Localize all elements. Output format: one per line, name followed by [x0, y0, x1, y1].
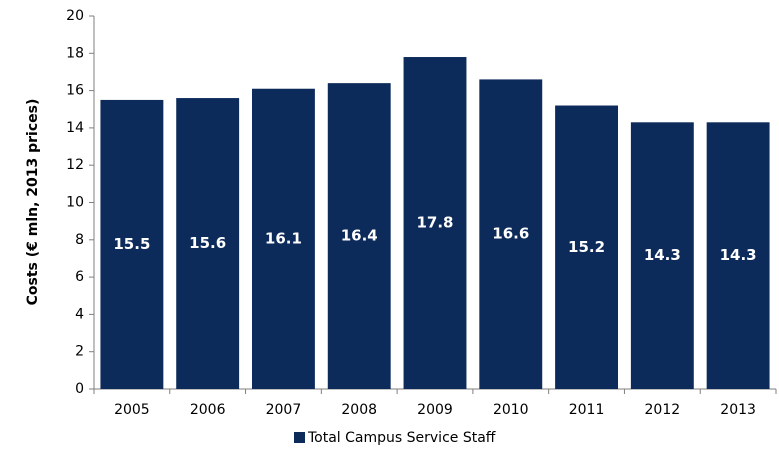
legend-label: Total Campus Service Staff	[307, 430, 496, 446]
bar	[176, 98, 240, 389]
legend-swatch	[294, 432, 305, 443]
y-tick-label: 20	[66, 8, 84, 24]
y-tick-label: 14	[66, 120, 84, 136]
x-tick-label: 2010	[493, 402, 529, 418]
x-tick-label: 2007	[266, 402, 302, 418]
y-tick-label: 6	[75, 269, 84, 285]
x-tick-label: 2013	[720, 402, 756, 418]
x-tick-label: 2012	[645, 402, 681, 418]
value-label: 16.4	[341, 227, 378, 245]
bar	[327, 83, 391, 389]
y-tick-label: 8	[75, 232, 84, 248]
value-label: 16.1	[265, 229, 302, 247]
value-label: 14.3	[720, 246, 757, 264]
x-tick-label: 2005	[114, 402, 150, 418]
y-tick-label: 10	[66, 195, 84, 211]
bar	[706, 122, 770, 390]
bar	[630, 122, 694, 390]
x-tick-label: 2006	[190, 402, 226, 418]
value-label: 15.2	[568, 238, 605, 256]
x-tick-label: 2011	[569, 402, 605, 418]
y-tick-label: 16	[66, 83, 84, 99]
value-label: 16.6	[492, 225, 529, 243]
x-tick-label: 2009	[417, 402, 453, 418]
y-tick-label: 0	[75, 381, 84, 397]
y-tick-label: 2	[75, 344, 84, 360]
x-tick-label: 2008	[341, 402, 377, 418]
y-tick-label: 18	[66, 45, 84, 61]
value-label: 17.8	[416, 214, 453, 232]
y-axis-title: Costs (€ mln, 2013 prices)	[25, 99, 41, 306]
bar	[555, 105, 619, 390]
value-label: 15.5	[113, 235, 150, 253]
y-tick-label: 12	[66, 157, 84, 173]
y-tick-label: 4	[75, 306, 84, 322]
bar	[403, 57, 467, 389]
value-label: 15.6	[189, 234, 226, 252]
bar	[251, 88, 315, 390]
value-label: 14.3	[644, 246, 681, 264]
bar	[100, 99, 164, 390]
bar	[479, 79, 543, 389]
